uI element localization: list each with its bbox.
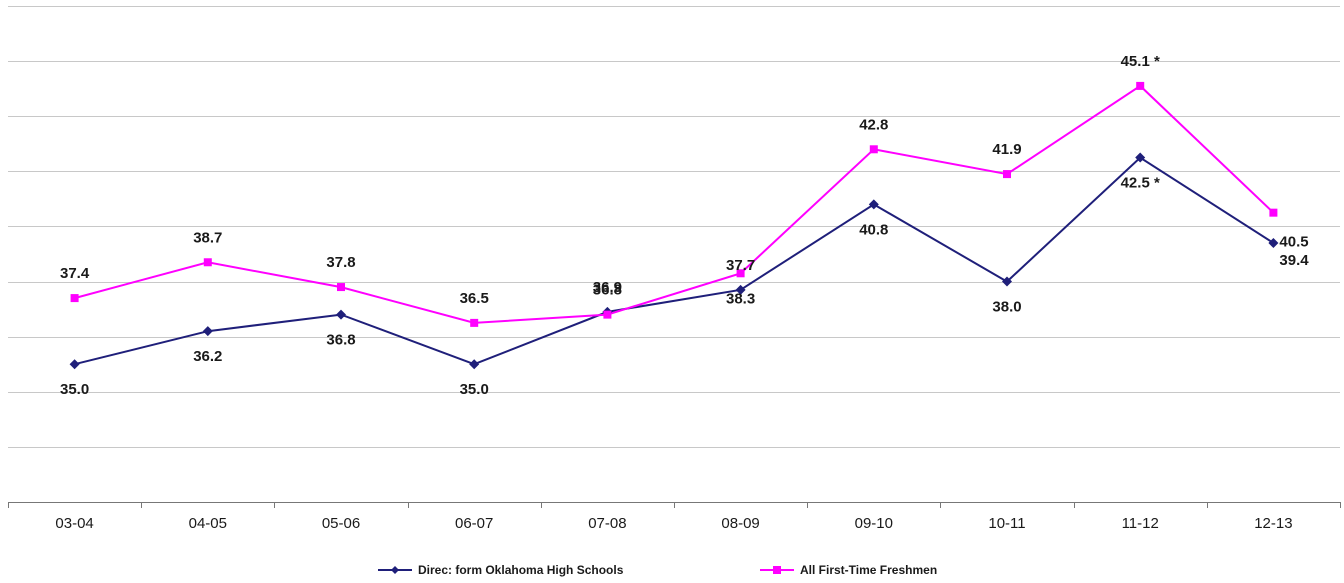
data-label: 36.5: [460, 290, 489, 307]
data-point: [203, 258, 212, 267]
series-line: [74, 156, 1274, 366]
x-tick-label: 10-11: [988, 515, 1025, 532]
data-label: 36.2: [193, 348, 222, 365]
data-label: 38.7: [193, 229, 222, 246]
series-markers: [69, 81, 1279, 370]
data-point: [336, 309, 346, 320]
data-point: [736, 269, 745, 278]
data-label: 36.8: [593, 282, 622, 299]
data-label: 37.8: [326, 254, 355, 271]
legend-label: Direc: form Oklahoma High Schools: [418, 563, 624, 577]
gridlines: [8, 6, 1340, 448]
x-tick-label: 07-08: [588, 515, 626, 532]
data-label: 45.1 *: [1121, 53, 1160, 70]
data-label: 36.8: [326, 332, 355, 349]
data-point: [735, 284, 746, 295]
series-lines: [74, 84, 1275, 366]
data-label: 35.0: [460, 381, 489, 398]
series-line: [74, 84, 1275, 324]
legend-marker: [391, 566, 399, 574]
data-point: [69, 359, 80, 370]
x-tick-label: 11-12: [1122, 515, 1159, 532]
x-tick-label: 05-06: [322, 515, 360, 532]
x-tick-label: 08-09: [721, 515, 759, 532]
data-label: 38.3: [726, 290, 755, 307]
data-point: [469, 359, 480, 370]
data-label: 38.0: [992, 299, 1021, 316]
x-tick-label: 06-07: [455, 515, 493, 532]
data-point: [868, 199, 879, 210]
data-label: 40.5: [1279, 234, 1308, 251]
legend-label: All First-Time Freshmen: [800, 563, 937, 577]
data-labels: 35.0 36.2 36.8 35.0 36.9 37.7 40.8 38.0 42.5 * 39…: [60, 53, 1309, 398]
data-label: 35.0: [60, 381, 89, 398]
data-point: [1003, 170, 1011, 179]
data-point: [470, 318, 479, 327]
data-label: 41.9: [992, 141, 1021, 158]
data-point: [1136, 81, 1145, 90]
legend: Direc: form Oklahoma High Schools All Fir…: [378, 563, 937, 577]
data-label: 39.4: [1279, 252, 1309, 269]
data-label: 36.9: [593, 279, 622, 296]
data-point: [1268, 237, 1279, 248]
data-point: [1135, 152, 1146, 163]
data-point: [202, 326, 213, 337]
data-label: 42.8: [859, 116, 888, 133]
legend-item: Direc: form Oklahoma High Schools: [378, 563, 624, 577]
data-label: 40.8: [859, 221, 888, 238]
data-point: [70, 294, 79, 303]
x-tick-label: 12-13: [1254, 515, 1292, 532]
data-label: 37.4: [60, 265, 90, 282]
data-point: [1269, 208, 1278, 217]
data-point: [1002, 276, 1012, 287]
data-label: 42.5 *: [1121, 175, 1160, 192]
x-axis: 03-04 04-05 05-06 06-07 07-08 08-09 09-10 10-11…: [8, 502, 1341, 532]
x-tick-label: 03-04: [55, 515, 93, 532]
data-point: [603, 310, 612, 319]
legend-item: All First-Time Freshmen: [760, 563, 937, 577]
x-tick-label: 09-10: [855, 515, 893, 532]
legend-marker: [773, 566, 781, 574]
data-point: [869, 145, 878, 154]
data-label: 37.7: [726, 257, 755, 274]
x-tick-label: 04-05: [189, 515, 227, 532]
data-point: [337, 283, 345, 292]
